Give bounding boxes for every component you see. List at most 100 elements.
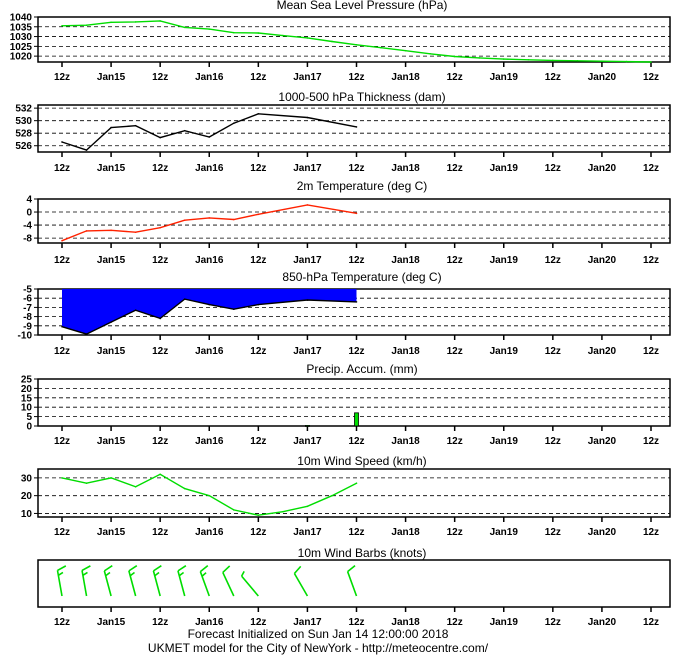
x-tick-label: 12z (447, 72, 463, 83)
x-tick-label: 12z (348, 163, 364, 174)
data-point (257, 32, 260, 34)
x-tick-label: Jan19 (490, 527, 519, 538)
x-tick-label: Jan19 (490, 617, 519, 628)
panel-title: 10m Wind Speed (km/h) (297, 454, 426, 468)
data-point (134, 485, 137, 488)
x-tick-label: 12z (348, 346, 364, 357)
precip-bar (354, 412, 359, 427)
data-point (61, 239, 63, 242)
wind-barb-feather (222, 565, 231, 574)
x-tick-label: Jan16 (195, 255, 224, 266)
data-point (380, 46, 382, 49)
x-tick-label: 12z (54, 163, 70, 174)
data-point (282, 34, 284, 37)
x-tick-label: 12z (643, 436, 659, 447)
wind-barb-feather (57, 571, 64, 576)
x-tick-label: Jan17 (293, 527, 322, 538)
data-point (232, 218, 235, 221)
panel-title: 850-hPa Temperature (deg C) (282, 270, 441, 284)
x-tick-label: Jan15 (97, 346, 126, 357)
wind-barb-staff (346, 571, 358, 597)
x-tick-label: Jan20 (588, 617, 617, 628)
wind-barb-feather (152, 564, 162, 572)
x-tick-label: Jan15 (97, 255, 126, 266)
data-point (355, 43, 358, 46)
data-point (85, 149, 88, 151)
data-point (183, 26, 186, 29)
series-line (61, 113, 357, 151)
wind-barb-feather (57, 565, 67, 572)
wind-barb-feather (128, 564, 138, 572)
wind-barb (177, 564, 187, 597)
data-point (208, 494, 211, 497)
wind-barb (103, 564, 113, 597)
x-tick-label: 12z (152, 255, 168, 266)
data-point (85, 333, 88, 335)
plot-frame (37, 198, 671, 244)
y-tick-label: -6 (23, 294, 32, 305)
wind-barb-staff (222, 572, 235, 597)
data-point (306, 116, 309, 119)
x-tick-label: 12z (447, 346, 463, 357)
panel-title: Mean Sea Level Pressure (hPa) (277, 0, 448, 12)
data-point (208, 303, 211, 306)
x-tick-label: 12z (348, 72, 364, 83)
data-point (232, 308, 235, 311)
data-point (110, 21, 112, 24)
data-point (257, 112, 260, 115)
x-tick-label: 12z (643, 255, 659, 266)
x-tick-label: 12z (545, 255, 561, 266)
x-tick-label: 12z (152, 163, 168, 174)
wind-barb (346, 565, 358, 597)
panel-1: Mean Sea Level Pressure (hPa) 12z Jan15 12z… (10, 0, 671, 83)
y-tick-label: 532 (15, 104, 32, 115)
precip-bar (305, 425, 310, 427)
x-tick-label: 12z (250, 163, 266, 174)
data-point (134, 124, 137, 127)
data-point (306, 299, 309, 301)
x-tick-label: Jan16 (195, 527, 224, 538)
x-tick-label: Jan15 (97, 72, 126, 83)
wind-barb-feather (199, 565, 209, 573)
wind-barb-feather (103, 564, 113, 572)
y-tick-label: 5 (26, 412, 32, 423)
x-tick-label: 12z (54, 72, 70, 83)
x-tick-label: Jan17 (293, 346, 322, 357)
data-point (232, 509, 235, 511)
data-point (257, 514, 260, 517)
x-tick-label: 12z (152, 72, 168, 83)
x-tick-label: Jan18 (391, 346, 420, 357)
data-point (159, 226, 161, 229)
y-tick-label: 10 (21, 403, 33, 414)
data-point (282, 510, 284, 513)
data-point (601, 60, 603, 63)
x-tick-label: Jan19 (490, 346, 519, 357)
data-point (110, 126, 112, 129)
x-tick-label: 12z (152, 346, 168, 357)
series-line (61, 473, 357, 516)
wind-barb-feather (82, 571, 88, 576)
y-tick-label: -4 (23, 221, 32, 232)
x-tick-label: Jan19 (490, 72, 519, 83)
wind-barb (222, 565, 235, 597)
data-point (453, 55, 456, 58)
data-point (355, 482, 358, 485)
x-tick-label: 12z (447, 527, 463, 538)
data-point (183, 129, 186, 132)
y-tick-label: -10 (18, 331, 33, 342)
x-tick-label: Jan18 (391, 163, 420, 174)
x-tick-label: Jan16 (195, 72, 224, 83)
x-tick-label: 12z (447, 436, 463, 447)
wind-barb-feather (178, 571, 185, 577)
panel-4: 850-hPa Temperature (deg C) 12z Jan15 12z Ja… (18, 270, 671, 357)
y-tick-label: 530 (15, 116, 32, 127)
y-tick-label: 526 (15, 141, 32, 152)
data-point (404, 49, 407, 52)
x-tick-label: Jan15 (97, 163, 126, 174)
x-tick-label: 12z (348, 436, 364, 447)
x-tick-label: 12z (643, 527, 659, 538)
x-tick-label: 12z (545, 346, 561, 357)
data-point (159, 473, 161, 476)
panel-2: 1000-500 hPa Thickness (dam) 12z Jan15 12z J… (15, 90, 671, 174)
